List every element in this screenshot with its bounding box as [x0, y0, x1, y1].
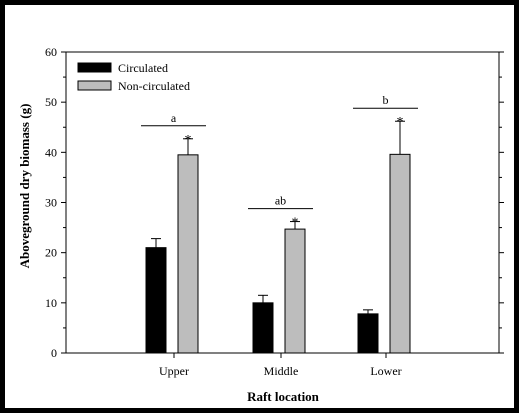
bar-chart: 0 10 20 30 40 50 60 Upper * a Middle * ab Lower * b Circ…	[17, 45, 504, 404]
bar-circulated-lower	[357, 313, 379, 354]
significance-asterisk: *	[185, 133, 192, 148]
x-axis-title: Raft location	[247, 389, 320, 404]
y-tick-label: 20	[45, 246, 57, 260]
significance-letter: ab	[275, 194, 286, 208]
x-tick-label: Middle	[264, 364, 299, 378]
y-tick-label: 30	[45, 196, 57, 210]
y-axis-title: Aboveground dry biomass (g)	[17, 104, 32, 269]
legend-swatch	[77, 62, 112, 73]
plot-area: 0 10 20 30 40 50 60 Upper * a Middle * ab Lower * b Circ…	[45, 45, 504, 378]
bar-circulated-middle	[252, 302, 274, 354]
y-tick-label: 10	[45, 296, 57, 310]
y-tick-label: 40	[45, 145, 57, 159]
x-tick-label: Upper	[159, 364, 189, 378]
x-tick-label: Lower	[370, 364, 401, 378]
legend-label: Circulated	[118, 61, 168, 75]
bar-circulated-upper	[145, 247, 167, 354]
legend-swatch	[77, 80, 112, 91]
bar-non-circulated-middle	[284, 228, 306, 354]
y-tick-label: 0	[51, 346, 57, 360]
significance-asterisk: *	[292, 216, 299, 231]
figure-frame: 0 10 20 30 40 50 60 Upper * a Middle * ab Lower * b Circ…	[5, 5, 514, 408]
bar-non-circulated-lower	[389, 153, 411, 354]
legend-label: Non-circulated	[118, 79, 190, 93]
y-tick-label: 50	[45, 95, 57, 109]
significance-letter: b	[383, 93, 389, 107]
bar-non-circulated-upper	[177, 154, 199, 354]
y-tick-label: 60	[45, 45, 57, 59]
significance-letter: a	[171, 111, 177, 125]
significance-asterisk: *	[397, 115, 404, 130]
